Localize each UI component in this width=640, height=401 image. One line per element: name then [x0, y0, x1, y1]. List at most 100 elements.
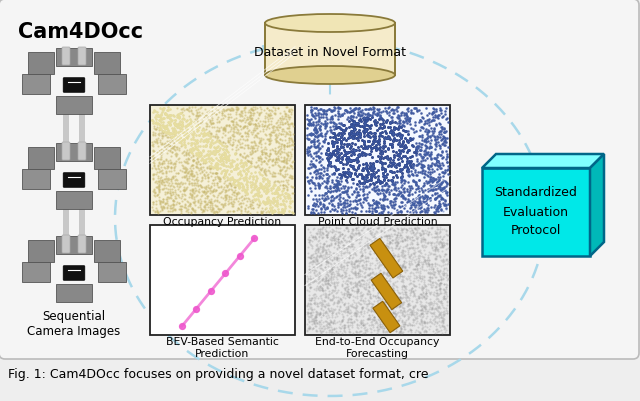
Point [383, 233, 394, 239]
Point [401, 292, 412, 299]
Point [394, 161, 404, 168]
Point [278, 164, 289, 170]
Point [303, 144, 314, 151]
Point [333, 255, 344, 261]
Point [201, 156, 211, 162]
Point [162, 162, 172, 169]
Point [440, 269, 451, 276]
Point [202, 137, 212, 144]
Point [353, 122, 363, 129]
Point [339, 322, 349, 328]
Point [405, 160, 415, 166]
Point [349, 147, 360, 154]
Point [180, 123, 191, 129]
Point [367, 186, 378, 192]
Point [358, 145, 369, 152]
Point [362, 172, 372, 178]
Point [268, 209, 278, 215]
Point [366, 318, 376, 325]
Point [328, 292, 338, 298]
Point [336, 133, 346, 140]
Point [328, 148, 338, 154]
Point [250, 140, 260, 146]
Point [236, 112, 246, 118]
Point [424, 119, 434, 126]
Point [163, 142, 173, 148]
Point [372, 320, 382, 326]
Point [216, 170, 226, 176]
Point [349, 133, 359, 139]
Point [206, 150, 216, 156]
Point [378, 164, 388, 171]
Point [324, 159, 334, 165]
Point [330, 237, 340, 243]
Point [312, 182, 323, 188]
Point [204, 136, 214, 142]
Point [208, 188, 218, 194]
Point [362, 174, 372, 180]
Point [344, 243, 354, 249]
Point [317, 244, 328, 250]
Point [365, 290, 375, 297]
Point [148, 118, 158, 124]
Point [155, 156, 165, 162]
Point [317, 325, 327, 331]
Point [426, 177, 436, 183]
Point [371, 142, 381, 148]
Point [325, 228, 335, 234]
Point [408, 209, 419, 216]
Point [367, 321, 378, 328]
Point [315, 272, 325, 278]
Point [303, 117, 314, 123]
Point [426, 261, 436, 268]
Point [408, 165, 419, 172]
Point [280, 119, 291, 126]
Point [278, 158, 288, 164]
Point [399, 323, 409, 329]
Point [365, 294, 376, 300]
Point [372, 229, 382, 235]
Point [288, 190, 298, 196]
Point [414, 329, 424, 335]
Point [379, 203, 389, 210]
Point [367, 138, 378, 144]
Point [341, 225, 351, 231]
Point [389, 160, 399, 166]
Point [434, 163, 444, 170]
Point [323, 171, 333, 177]
Point [310, 267, 321, 274]
Point [396, 133, 406, 139]
Point [397, 286, 407, 292]
Point [317, 191, 328, 198]
Point [322, 165, 332, 171]
Point [342, 247, 353, 253]
Point [399, 112, 409, 119]
Point [202, 109, 212, 115]
Point [222, 155, 232, 161]
Point [258, 197, 268, 204]
Point [357, 245, 367, 251]
Point [412, 144, 422, 151]
Point [236, 108, 246, 114]
Point [427, 320, 437, 326]
Point [349, 124, 359, 130]
Point [360, 152, 370, 158]
Point [328, 263, 338, 269]
Point [379, 138, 389, 144]
Point [225, 182, 236, 188]
Point [159, 185, 170, 191]
Point [364, 133, 374, 139]
Point [411, 147, 421, 153]
Point [338, 136, 348, 142]
Point [307, 111, 317, 117]
Point [287, 184, 298, 190]
Point [410, 204, 420, 210]
Point [419, 247, 429, 253]
Point [370, 135, 380, 142]
Point [374, 132, 385, 139]
Point [382, 258, 392, 265]
Point [263, 116, 273, 122]
Point [211, 148, 221, 155]
Point [162, 200, 172, 206]
Point [383, 104, 394, 111]
